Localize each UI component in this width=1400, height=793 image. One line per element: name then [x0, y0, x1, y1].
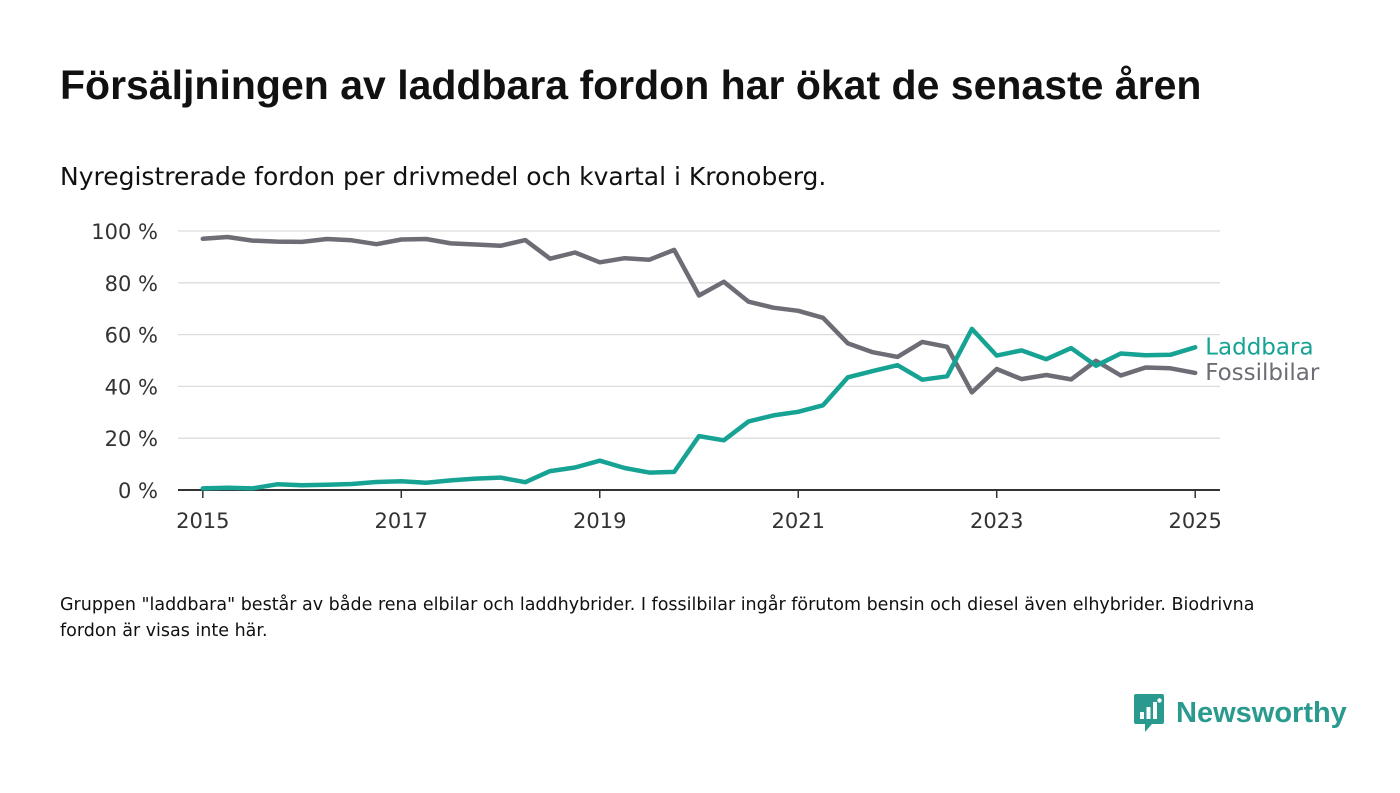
brand-name: Newsworthy [1176, 696, 1347, 729]
chart-subtitle: Nyregistrerade fordon per drivmedel och … [60, 162, 827, 191]
y-tick-label: 60 % [105, 324, 158, 348]
footnote: Gruppen "laddbara" består av både rena e… [60, 595, 1255, 641]
series-label: Laddbara [1205, 334, 1313, 360]
series-line-laddbara [200, 326, 1198, 491]
x-tick-label: 2015 [176, 509, 229, 533]
y-tick-label: 100 % [91, 220, 158, 244]
newsworthy-logo-icon [1134, 694, 1164, 732]
y-tick-label: 0 % [118, 479, 158, 503]
newsworthy-logo[interactable]: Newsworthy [1132, 692, 1347, 734]
y-tick-label: 80 % [105, 272, 158, 296]
y-tick-label: 40 % [105, 375, 158, 399]
x-tick-label: 2025 [1168, 509, 1221, 533]
chart-title: Försäljningen av laddbara fordon har öka… [60, 62, 1202, 108]
x-tick-label: 2023 [970, 509, 1023, 533]
x-tick-label: 2017 [375, 509, 428, 533]
series-label: Fossilbilar [1205, 360, 1320, 386]
y-tick-label: 20 % [105, 427, 158, 451]
series-line-fossilbilar [200, 234, 1198, 395]
x-tick-label: 2019 [573, 509, 626, 533]
x-tick-label: 2021 [772, 509, 825, 533]
